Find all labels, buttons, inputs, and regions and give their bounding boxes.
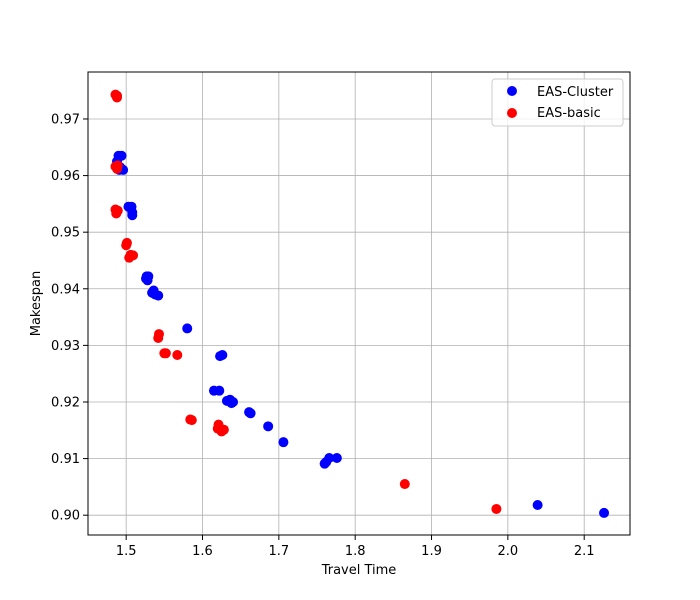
x-axis-label: Travel Time [321,563,397,578]
point-eas-cluster [278,437,289,448]
y-tick-label: 0.92 [51,395,80,410]
y-tick-label: 0.94 [51,282,80,297]
point-eas-cluster [245,408,256,419]
point-eas-cluster [599,507,610,518]
plot-frame [87,71,631,536]
point-eas-cluster [182,323,193,334]
x-tick-label: 1.5 [116,544,137,559]
point-eas-cluster [127,210,138,221]
data-points [110,89,610,518]
legend-marker-eas-cluster [507,86,517,96]
x-tick-label: 1.8 [345,544,366,559]
point-eas-basic [124,252,135,263]
point-eas-cluster [217,350,228,361]
plot-area [88,72,630,535]
x-tick-label: 2.1 [574,544,595,559]
point-eas-cluster [324,453,335,464]
point-eas-basic [112,92,123,103]
point-eas-basic [153,333,164,344]
point-eas-basic [218,424,229,435]
point-eas-cluster [532,500,543,511]
point-eas-cluster [226,398,237,409]
y-tick-label: 0.90 [51,509,80,524]
point-eas-cluster [331,453,342,464]
point-eas-cluster [214,385,225,396]
point-eas-basic [121,240,132,251]
x-tick-label: 1.7 [269,544,290,559]
y-tick-label: 0.95 [51,226,80,241]
legend-box [491,78,624,127]
point-eas-basic [399,479,410,490]
legend: EAS-Cluster EAS-basic [491,78,624,127]
point-eas-basic [186,415,197,426]
y-tick-label: 0.97 [51,112,80,127]
point-eas-basic [111,208,122,219]
axis-ticks: 1.5 1.6 1.7 1.8 1.9 2.0 2.1 0.90 0.91 0.92 0.93 0.9… [51,112,594,559]
legend-marker-eas-basic [507,108,517,118]
point-eas-basic [112,163,123,174]
y-axis-label: Makespan [29,271,44,336]
point-eas-cluster [263,421,274,432]
legend-label-eas-basic: EAS-basic [537,106,601,121]
point-eas-cluster [153,290,164,301]
x-tick-label: 2.0 [498,544,519,559]
x-tick-label: 1.6 [192,544,213,559]
y-tick-label: 0.96 [51,169,80,184]
point-eas-basic [491,503,502,514]
x-tick-label: 1.9 [421,544,442,559]
legend-label-eas-cluster: EAS-Cluster [537,85,614,100]
y-tick-label: 0.91 [51,452,80,467]
point-eas-basic [172,350,183,361]
grid [88,72,630,535]
y-tick-label: 0.93 [51,339,80,354]
point-eas-cluster [142,275,153,286]
point-eas-basic [160,348,171,359]
